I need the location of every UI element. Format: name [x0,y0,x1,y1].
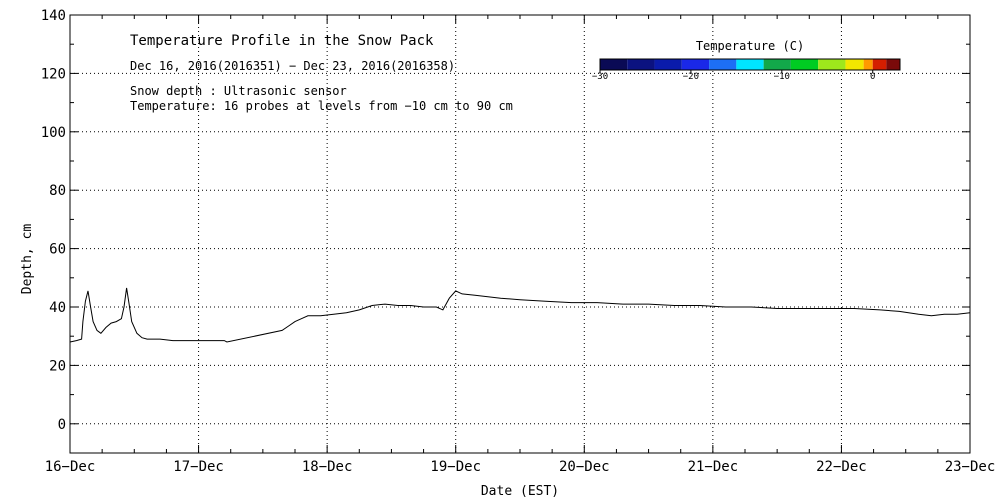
annotation-snow-depth: Snow depth : Ultrasonic sensor [130,84,347,98]
chart-title: Temperature Profile in the Snow Pack [130,33,434,49]
x-tick-label: 23−Dec [945,459,996,475]
colorbar: Temperature (C) −30 −20 −10 0 [592,39,901,82]
x-tick-label: 22−Dec [816,459,867,475]
colorbar-segment [818,59,846,70]
colorbar-segment [763,59,791,70]
x-tick-label: 17−Dec [173,459,224,475]
annotation-temperature: Temperature: 16 probes at levels from −1… [130,99,513,113]
colorbar-segment [709,59,737,70]
colorbar-segment [886,59,900,70]
colorbar-tick-label: −30 [592,72,608,82]
colorbar-tick-label: −10 [774,72,790,82]
axes: 0 20 40 60 80 100 120 140 16−Dec 17−Dec 18−Dec 19−D… [41,8,996,475]
snow-depth-line [69,287,971,343]
colorbar-segment [654,59,682,70]
y-tick-label: 120 [41,66,66,82]
colorbar-segment [790,59,819,70]
y-tick-label: 100 [41,125,66,141]
colorbar-segment [627,59,655,70]
colorbar-segment [863,59,873,70]
y-tick-label: 40 [49,300,66,316]
x-tick-label: 20−Dec [559,459,610,475]
colorbar-tick-label: −20 [683,72,699,82]
x-tick-label: 21−Dec [688,459,739,475]
colorbar-tick-label: 0 [870,72,875,82]
y-axis-label: Depth, cm [20,224,35,295]
colorbar-segment [736,59,764,70]
colorbar-frame [599,58,901,71]
colorbar-segment [845,59,864,70]
x-tick-label: 16−Dec [45,459,96,475]
x-tick-label: 19−Dec [430,459,481,475]
colorbar-segment [600,59,628,70]
series-layer [69,287,971,343]
y-tick-label: 80 [49,183,66,199]
y-tick-label: 20 [49,358,66,374]
colorbar-segment [872,59,887,70]
x-tick-label: 18−Dec [302,459,353,475]
y-tick-label: 60 [49,242,66,258]
y-tick-label: 0 [58,417,66,433]
x-axis-label: Date (EST) [481,484,559,499]
plot-frame [69,14,971,454]
colorbar-title: Temperature (C) [696,39,804,53]
colorbar-segment [681,59,710,70]
y-tick-label: 140 [41,8,66,24]
chart-subtitle: Dec 16, 2016(2016351) − Dec 23, 2016(201… [130,59,455,73]
